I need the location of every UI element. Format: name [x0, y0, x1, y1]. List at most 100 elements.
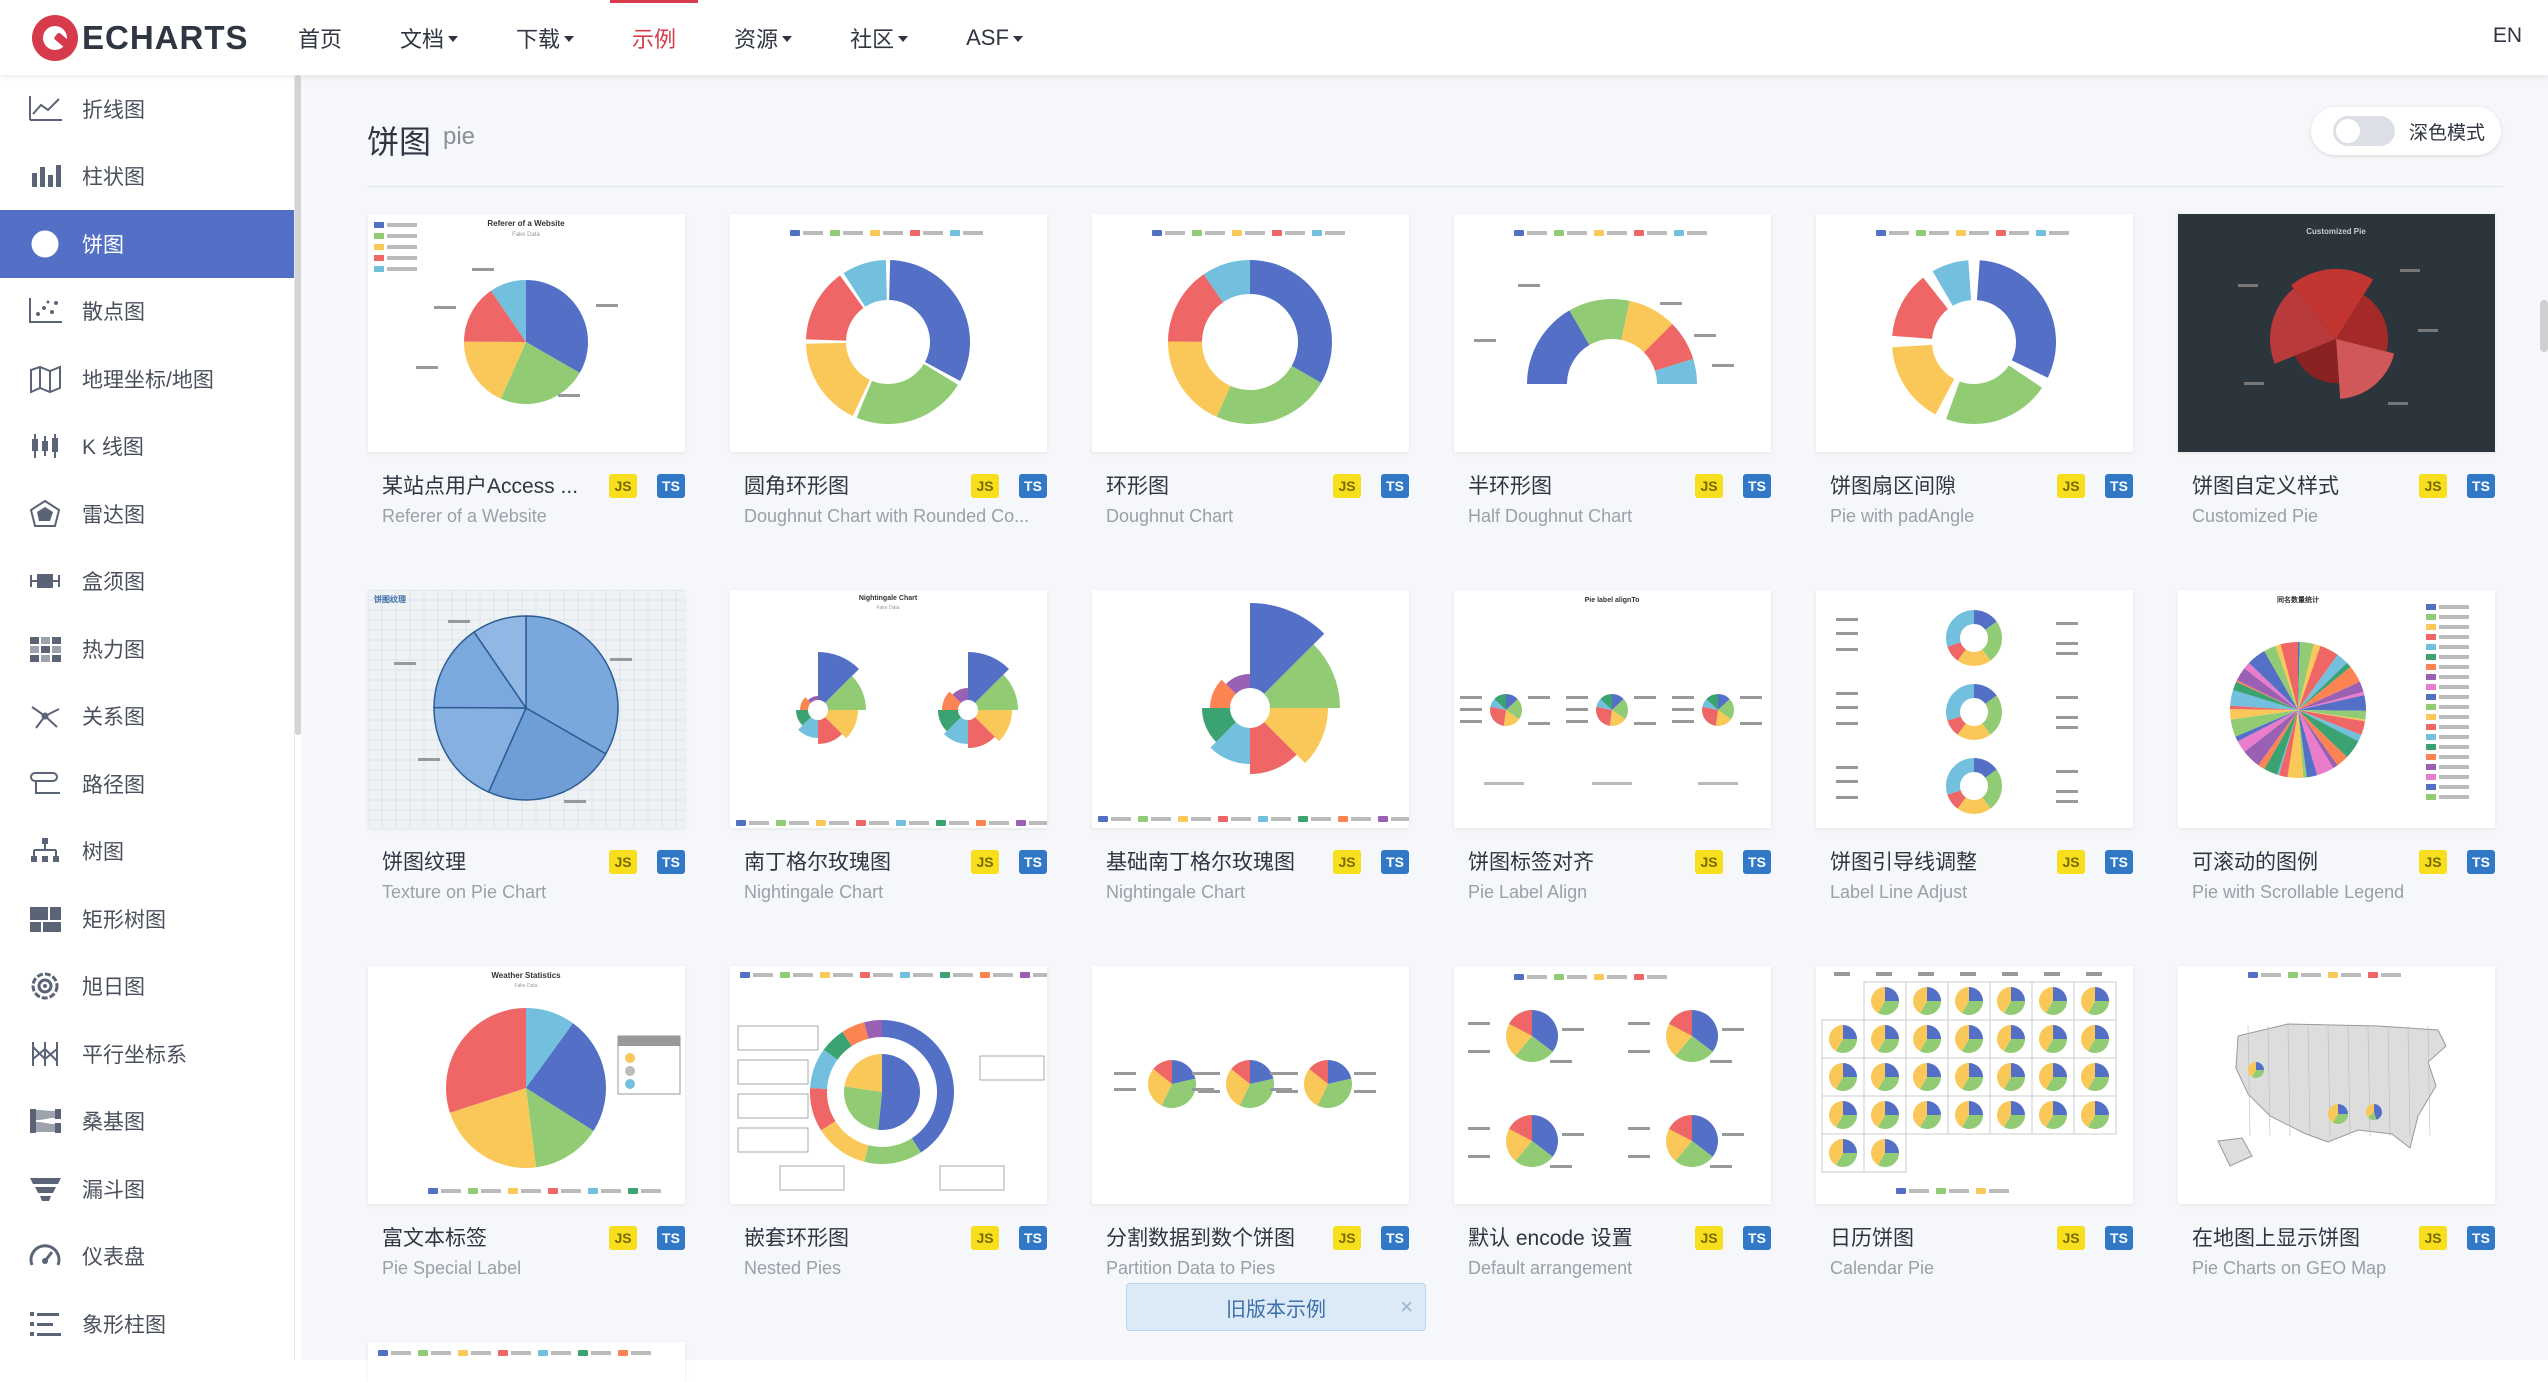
example-thumbnail[interactable] — [1816, 966, 2133, 1204]
js-badge[interactable]: JS — [2419, 850, 2447, 874]
example-title[interactable]: 饼图引导线调整 — [1830, 851, 1977, 874]
example-card[interactable]: Customized Pie 饼图自定义样式 JS TS Customized Pie — [2178, 214, 2495, 527]
example-thumbnail[interactable] — [1092, 590, 1409, 828]
example-thumbnail[interactable]: Pie label alignTo — [1454, 590, 1771, 828]
sidebar-item-17[interactable]: 仪表盘 — [0, 1223, 294, 1291]
example-title[interactable]: 某站点用户Access ... — [382, 475, 579, 498]
dark-mode-toggle[interactable]: 深色模式 — [2311, 107, 2501, 155]
example-card[interactable]: 半环形图 JS TS Half Doughnut Chart — [1454, 214, 1771, 527]
nav-item-2[interactable]: 下载 — [494, 0, 596, 75]
example-title[interactable]: 环形图 — [1106, 475, 1169, 498]
js-badge[interactable]: JS — [2057, 474, 2085, 498]
example-thumbnail[interactable] — [1816, 214, 2133, 452]
ts-badge[interactable]: TS — [2105, 850, 2133, 874]
ts-badge[interactable]: TS — [1381, 850, 1409, 874]
example-card-partial[interactable] — [368, 1342, 685, 1382]
example-card[interactable]: 分割数据到数个饼图 JS TS Partition Data to Pies — [1092, 966, 1409, 1279]
example-title[interactable]: 饼图标签对齐 — [1468, 851, 1594, 874]
sidebar-item-4[interactable]: 地理坐标/地图 — [0, 345, 294, 413]
example-title[interactable]: 嵌套环形图 — [744, 1227, 849, 1250]
example-card[interactable]: 饼图扇区间隙 JS TS Pie with padAngle — [1816, 214, 2133, 527]
js-badge[interactable]: JS — [1695, 1226, 1723, 1250]
ts-badge[interactable]: TS — [1381, 1226, 1409, 1250]
ts-badge[interactable]: TS — [1743, 474, 1771, 498]
example-thumbnail[interactable]: Customized Pie — [2178, 214, 2495, 452]
main-scrollbar[interactable] — [2540, 300, 2548, 352]
example-thumbnail[interactable] — [368, 1342, 685, 1382]
js-badge[interactable]: JS — [971, 1226, 999, 1250]
js-badge[interactable]: JS — [1333, 1226, 1361, 1250]
nav-item-5[interactable]: 社区 — [828, 0, 930, 75]
ts-badge[interactable]: TS — [2105, 474, 2133, 498]
sidebar-item-7[interactable]: 盒须图 — [0, 548, 294, 616]
example-thumbnail[interactable] — [1092, 214, 1409, 452]
echarts-logo[interactable]: ECHARTS — [32, 14, 249, 62]
js-badge[interactable]: JS — [2057, 1226, 2085, 1250]
close-icon[interactable]: × — [1400, 1294, 1413, 1319]
sidebar-item-8[interactable]: 热力图 — [0, 615, 294, 683]
example-title[interactable]: 南丁格尔玫瑰图 — [744, 851, 891, 874]
example-thumbnail[interactable]: Weather Statistics Fake Data — [368, 966, 685, 1204]
example-card[interactable]: Pie label alignTo 饼图标签对齐 JS TS Pie Label Ali… — [1454, 590, 1771, 903]
ts-badge[interactable]: TS — [1743, 1226, 1771, 1250]
example-card[interactable]: 嵌套环形图 JS TS Nested Pies — [730, 966, 1047, 1279]
example-card[interactable]: 日历饼图 JS TS Calendar Pie — [1816, 966, 2133, 1279]
sidebar-item-11[interactable]: 树图 — [0, 818, 294, 886]
js-badge[interactable]: JS — [609, 1226, 637, 1250]
sidebar-item-9[interactable]: 关系图 — [0, 683, 294, 751]
sidebar-scrollbar[interactable] — [295, 75, 301, 735]
nav-item-4[interactable]: 资源 — [712, 0, 814, 75]
example-thumbnail[interactable] — [730, 966, 1047, 1204]
js-badge[interactable]: JS — [609, 474, 637, 498]
example-title[interactable]: 半环形图 — [1468, 475, 1552, 498]
sidebar-item-13[interactable]: 旭日图 — [0, 953, 294, 1021]
ts-badge[interactable]: TS — [1743, 850, 1771, 874]
example-thumbnail[interactable]: Referer of a Website Fake Data — [368, 214, 685, 452]
sidebar-item-2[interactable]: 饼图 — [0, 210, 294, 278]
ts-badge[interactable]: TS — [1381, 474, 1409, 498]
example-title[interactable]: 分割数据到数个饼图 — [1106, 1227, 1295, 1250]
example-card[interactable]: 环形图 JS TS Doughnut Chart — [1092, 214, 1409, 527]
example-title[interactable]: 基础南丁格尔玫瑰图 — [1106, 851, 1295, 874]
example-card[interactable]: 圆角环形图 JS TS Doughnut Chart with Rounded Co.… — [730, 214, 1047, 527]
example-title[interactable]: 富文本标签 — [382, 1227, 487, 1250]
sidebar-item-16[interactable]: 漏斗图 — [0, 1155, 294, 1223]
sidebar-item-3[interactable]: 散点图 — [0, 278, 294, 346]
example-card[interactable]: 饼图纹理 饼图纹理 JS TS Texture on Pie Chart — [368, 590, 685, 903]
example-card[interactable]: 默认 encode 设置 JS TS Default arrangement — [1454, 966, 1771, 1279]
ts-badge[interactable]: TS — [2467, 474, 2495, 498]
example-title[interactable]: 默认 encode 设置 — [1468, 1227, 1633, 1250]
sidebar-item-14[interactable]: 平行坐标系 — [0, 1020, 294, 1088]
js-badge[interactable]: JS — [1333, 474, 1361, 498]
example-card[interactable]: 基础南丁格尔玫瑰图 JS TS Nightingale Chart — [1092, 590, 1409, 903]
example-thumbnail[interactable]: 同名数量统计 — [2178, 590, 2495, 828]
language-switch[interactable]: EN — [2492, 24, 2522, 47]
js-badge[interactable]: JS — [971, 474, 999, 498]
example-card[interactable]: Nightingale Chart Fake Data 南丁格尔玫瑰图 JS TS Nig… — [730, 590, 1047, 903]
example-card[interactable]: Referer of a Website Fake Data 某站点用户Access… — [368, 214, 685, 527]
example-title[interactable]: 日历饼图 — [1830, 1227, 1914, 1250]
ts-badge[interactable]: TS — [657, 474, 685, 498]
example-title[interactable]: 圆角环形图 — [744, 475, 849, 498]
sidebar-item-0[interactable]: 折线图 — [0, 75, 294, 143]
example-card[interactable]: 饼图引导线调整 JS TS Label Line Adjust — [1816, 590, 2133, 903]
nav-item-3[interactable]: 示例 — [610, 0, 699, 75]
example-thumbnail[interactable]: Nightingale Chart Fake Data — [730, 590, 1047, 828]
example-title[interactable]: 饼图扇区间隙 — [1830, 475, 1956, 498]
sidebar-item-18[interactable]: 象形柱图 — [0, 1290, 294, 1358]
sidebar-item-1[interactable]: 柱状图 — [0, 143, 294, 211]
sidebar-item-12[interactable]: 矩形树图 — [0, 885, 294, 953]
legacy-examples-banner[interactable]: 旧版本示例 × — [1126, 1283, 1426, 1331]
ts-badge[interactable]: TS — [2467, 850, 2495, 874]
example-title[interactable]: 饼图自定义样式 — [2192, 475, 2339, 498]
ts-badge[interactable]: TS — [1019, 1226, 1047, 1250]
example-thumbnail[interactable] — [2178, 966, 2495, 1204]
sidebar-item-6[interactable]: 雷达图 — [0, 480, 294, 548]
js-badge[interactable]: JS — [2419, 1226, 2447, 1250]
example-thumbnail[interactable] — [730, 214, 1047, 452]
js-badge[interactable]: JS — [1695, 850, 1723, 874]
example-card[interactable]: 同名数量统计 可滚动的图例 JS TS Pie with Scrollable Lege… — [2178, 590, 2495, 903]
ts-badge[interactable]: TS — [657, 1226, 685, 1250]
js-badge[interactable]: JS — [609, 850, 637, 874]
js-badge[interactable]: JS — [2057, 850, 2085, 874]
